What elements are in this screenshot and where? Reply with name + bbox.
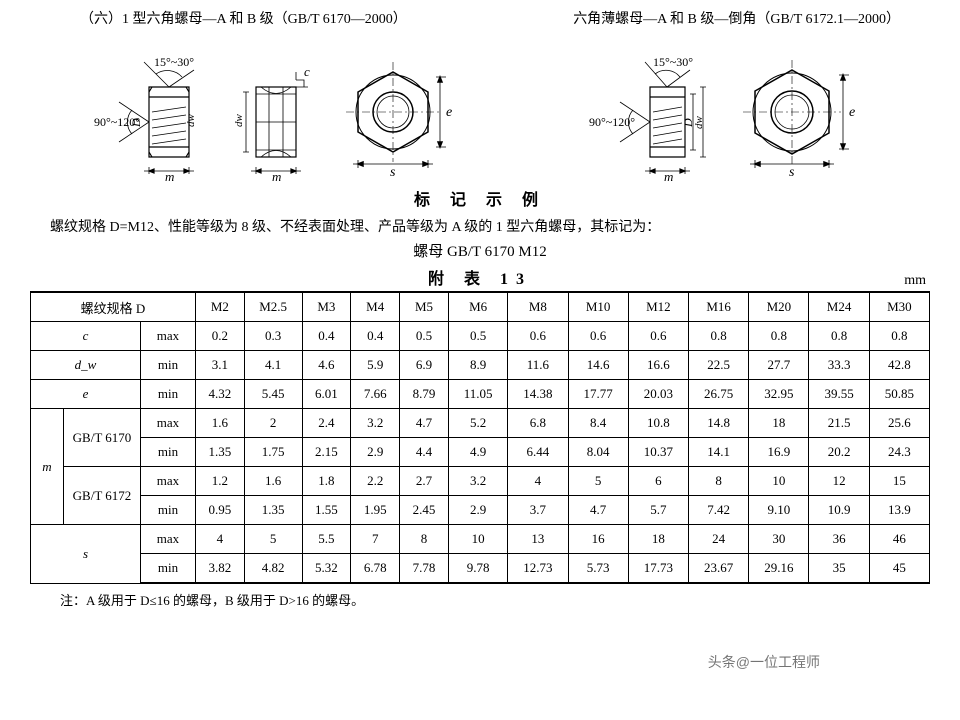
svg-text:c: c [304, 64, 310, 79]
watermark: 头条@一位工程师 [708, 652, 820, 672]
table-row: min 3.824.82 5.326.78 7.789.78 12.735.73… [31, 554, 930, 584]
svg-text:15°~30°: 15°~30° [653, 55, 693, 69]
svg-text:D: D [129, 118, 143, 128]
svg-text:m: m [165, 169, 174, 182]
diagram-row: 15°~30° 90°~120° m D dw [30, 32, 930, 182]
spec-table: 螺纹规格 D M2M2.5 M3M4 M5M6 M8M10 M12M16 M20… [30, 291, 930, 584]
nut-side-2: c m dw [226, 32, 326, 182]
description-line: 螺纹规格 D=M12、性能等级为 8 级、不经表面处理、产品等级为 A 级的 1… [50, 216, 930, 236]
nut-side-1: 15°~30° 90°~120° m D dw [94, 32, 224, 182]
table-title: 附 表 13 [428, 265, 532, 289]
header-right: 六角薄螺母—A 和 B 级—倒角（GB/T 6172.1—2000） [573, 8, 900, 28]
table-header-row: 螺纹规格 D M2M2.5 M3M4 M5M6 M8M10 M12M16 M20… [31, 292, 930, 322]
table-row: e min 4.325.45 6.017.66 8.7911.05 14.381… [31, 380, 930, 409]
row-header: 螺纹规格 D [31, 292, 196, 322]
nut-top-1: e s [328, 32, 458, 182]
footnote: 注：A 级用于 D≤16 的螺母，B 级用于 D>16 的螺母。 [60, 590, 930, 609]
spec-line: 螺母 GB/T 6170 M12 [30, 240, 930, 261]
svg-text:dw: dw [185, 114, 197, 128]
svg-text:s: s [789, 165, 795, 180]
svg-text:s: s [390, 165, 396, 180]
example-title: 标 记 示 例 [30, 186, 930, 210]
svg-text:e: e [849, 105, 855, 120]
table-row: min 1.351.75 2.152.9 4.44.9 6.448.04 10.… [31, 438, 930, 467]
svg-text:m: m [664, 169, 673, 182]
svg-text:dw: dw [233, 114, 245, 128]
nut-side-thin: 15°~30° 90°~120° m D dw [585, 32, 725, 182]
svg-text:e: e [446, 105, 452, 120]
table-row: d_w min 3.14.1 4.65.9 6.98.9 11.614.6 16… [31, 351, 930, 380]
svg-text:m: m [272, 169, 281, 182]
table-row: c max 0.20.3 0.40.4 0.50.5 0.60.6 0.60.8… [31, 322, 930, 351]
table-row: s max 45 5.57 810 1316 1824 3036 46 [31, 525, 930, 554]
svg-text:90°~120°: 90°~120° [589, 115, 635, 129]
svg-text:15°~30°: 15°~30° [154, 55, 194, 69]
svg-text:dw: dw [693, 116, 705, 130]
header-left: （六）1 型六角螺母—A 和 B 级（GB/T 6170—2000） [80, 8, 407, 28]
nut-top-2: e s [727, 32, 867, 182]
unit-label: mm [904, 273, 926, 289]
table-row: min 0.951.35 1.551.95 2.452.9 3.74.7 5.7… [31, 496, 930, 525]
table-row: m GB/T 6170 max 1.62 2.43.2 4.75.2 6.88.… [31, 409, 930, 438]
table-row: GB/T 6172 max 1.21.6 1.82.2 2.73.2 45 68… [31, 467, 930, 496]
